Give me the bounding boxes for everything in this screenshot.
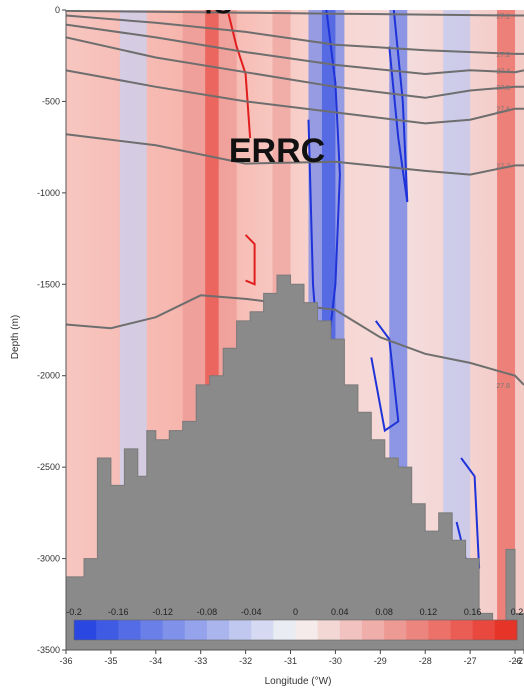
anomaly-band-8	[497, 10, 516, 650]
y-tick-label: -3500	[37, 645, 60, 655]
isopycnal-label: 27.2	[496, 52, 510, 59]
isopycnal-label: 27.6	[496, 107, 510, 114]
isopycnal-27.4	[66, 23, 524, 76]
colorbar-swatch	[339, 620, 363, 640]
colorbar-tick-label: 0.12	[420, 607, 438, 617]
x-tick-label: -28	[419, 656, 432, 666]
contour-red-4	[226, 10, 252, 139]
colorbar-swatch	[384, 620, 407, 640]
y-axis: 0 -500 -1000 -1500 -2000 -2500 -3000 -3500	[37, 5, 67, 655]
isopycnal-27.7	[66, 133, 524, 176]
colorbar-tick-label: 0.16	[464, 607, 482, 617]
colorbar-swatch	[273, 620, 296, 640]
isopycnal-label: 27.5	[496, 85, 510, 92]
x-tick-label: -33	[194, 656, 207, 666]
colorbar-swatch	[317, 620, 341, 640]
colorbar-tick-label: -0.16	[108, 607, 129, 617]
bathymetry-profile	[66, 274, 524, 650]
x-axis-label: Longitude (°W)	[265, 676, 332, 687]
isopycnal-label: 27.1	[496, 13, 510, 20]
annotation-label: IC	[205, 0, 233, 20]
colorbar: -0.2 -0.16 -0.12 -0.08 -0.04 0 0.04 0.08 0.12 0.1…	[66, 607, 524, 641]
x-tick-label: -30	[329, 656, 342, 666]
y-tick-label: -2500	[37, 462, 60, 472]
annotation-label: ERRC	[229, 132, 325, 170]
colorbar-tick-label: 0.2	[511, 607, 524, 617]
isopycnal-27.5	[66, 36, 524, 99]
colorbar-tick-label: 0	[293, 607, 298, 617]
y-tick-label: -500	[42, 96, 60, 106]
y-tick-label: -2000	[37, 371, 60, 381]
colorbar-swatch	[406, 620, 429, 640]
x-tick-label: -31	[284, 656, 297, 666]
bathymetry	[66, 274, 524, 650]
x-tick-label: -29	[374, 656, 387, 666]
y-tick-label: -3000	[37, 554, 60, 564]
annotations: ERRC IC	[205, 0, 326, 170]
colorbar-swatch	[494, 620, 518, 640]
x-tick-label: -36	[59, 656, 72, 666]
colorbar-swatch	[184, 620, 208, 640]
colorbar-tick-label: 0.08	[375, 607, 393, 617]
x-tick-label: -2	[515, 656, 523, 666]
x-tick-label: -34	[149, 656, 162, 666]
x-tick-label: -35	[104, 656, 117, 666]
x-axis: -36 -35 -34 -33 -32 -31 -30 -29 -28 -27 -26-2	[59, 649, 524, 666]
plot-area: 27.1 27.2 27.4 27.5 27.6 27.7 27.8 ERRC IC	[66, 0, 524, 650]
colorbar-tick-label: -0.2	[66, 607, 82, 617]
isopycnal-label: 27.4	[496, 68, 510, 75]
colorbar-swatch	[162, 620, 186, 640]
y-tick-label: 0	[55, 5, 60, 15]
isopycnal-label: 27.7	[496, 163, 510, 170]
y-axis-label: Depth (m)	[10, 315, 21, 359]
colorbar-swatch	[229, 620, 252, 640]
y-tick-label: -1000	[37, 188, 60, 198]
isopycnal-27.6	[66, 69, 524, 125]
x-tick-label: -32	[239, 656, 252, 666]
y-tick-label: -1500	[37, 279, 60, 289]
x-tick-label: -26	[509, 656, 522, 666]
colorbar-swatch	[118, 620, 141, 640]
colorbar-swatch	[472, 620, 496, 640]
colorbar-tick-label: 0.04	[331, 607, 349, 617]
colorbar-swatch	[450, 620, 474, 640]
colorbar-swatch	[140, 620, 164, 640]
colorbar-swatch	[251, 620, 274, 640]
colorbar-swatch	[361, 620, 385, 640]
contour-blue-2	[370, 320, 400, 433]
x-tick-label: -27	[464, 656, 477, 666]
colorbar-tick-label: -0.04	[241, 607, 262, 617]
colorbar-swatch	[295, 620, 319, 640]
isopycnal-label: 27.8	[496, 383, 510, 390]
colorbar-swatch	[74, 620, 97, 640]
colorbar-swatch	[428, 620, 452, 640]
colorbar-tick-label: -0.08	[197, 607, 218, 617]
colorbar-frame	[73, 619, 518, 641]
colorbar-swatch	[206, 620, 230, 640]
isopycnal-27.2	[66, 14, 524, 55]
contour-red-5	[244, 234, 256, 286]
contour-blue-0	[307, 10, 341, 404]
colorbar-swatch	[96, 620, 119, 640]
colorbar-tick-label: -0.12	[152, 607, 173, 617]
isopycnal-27.1	[66, 10, 524, 17]
